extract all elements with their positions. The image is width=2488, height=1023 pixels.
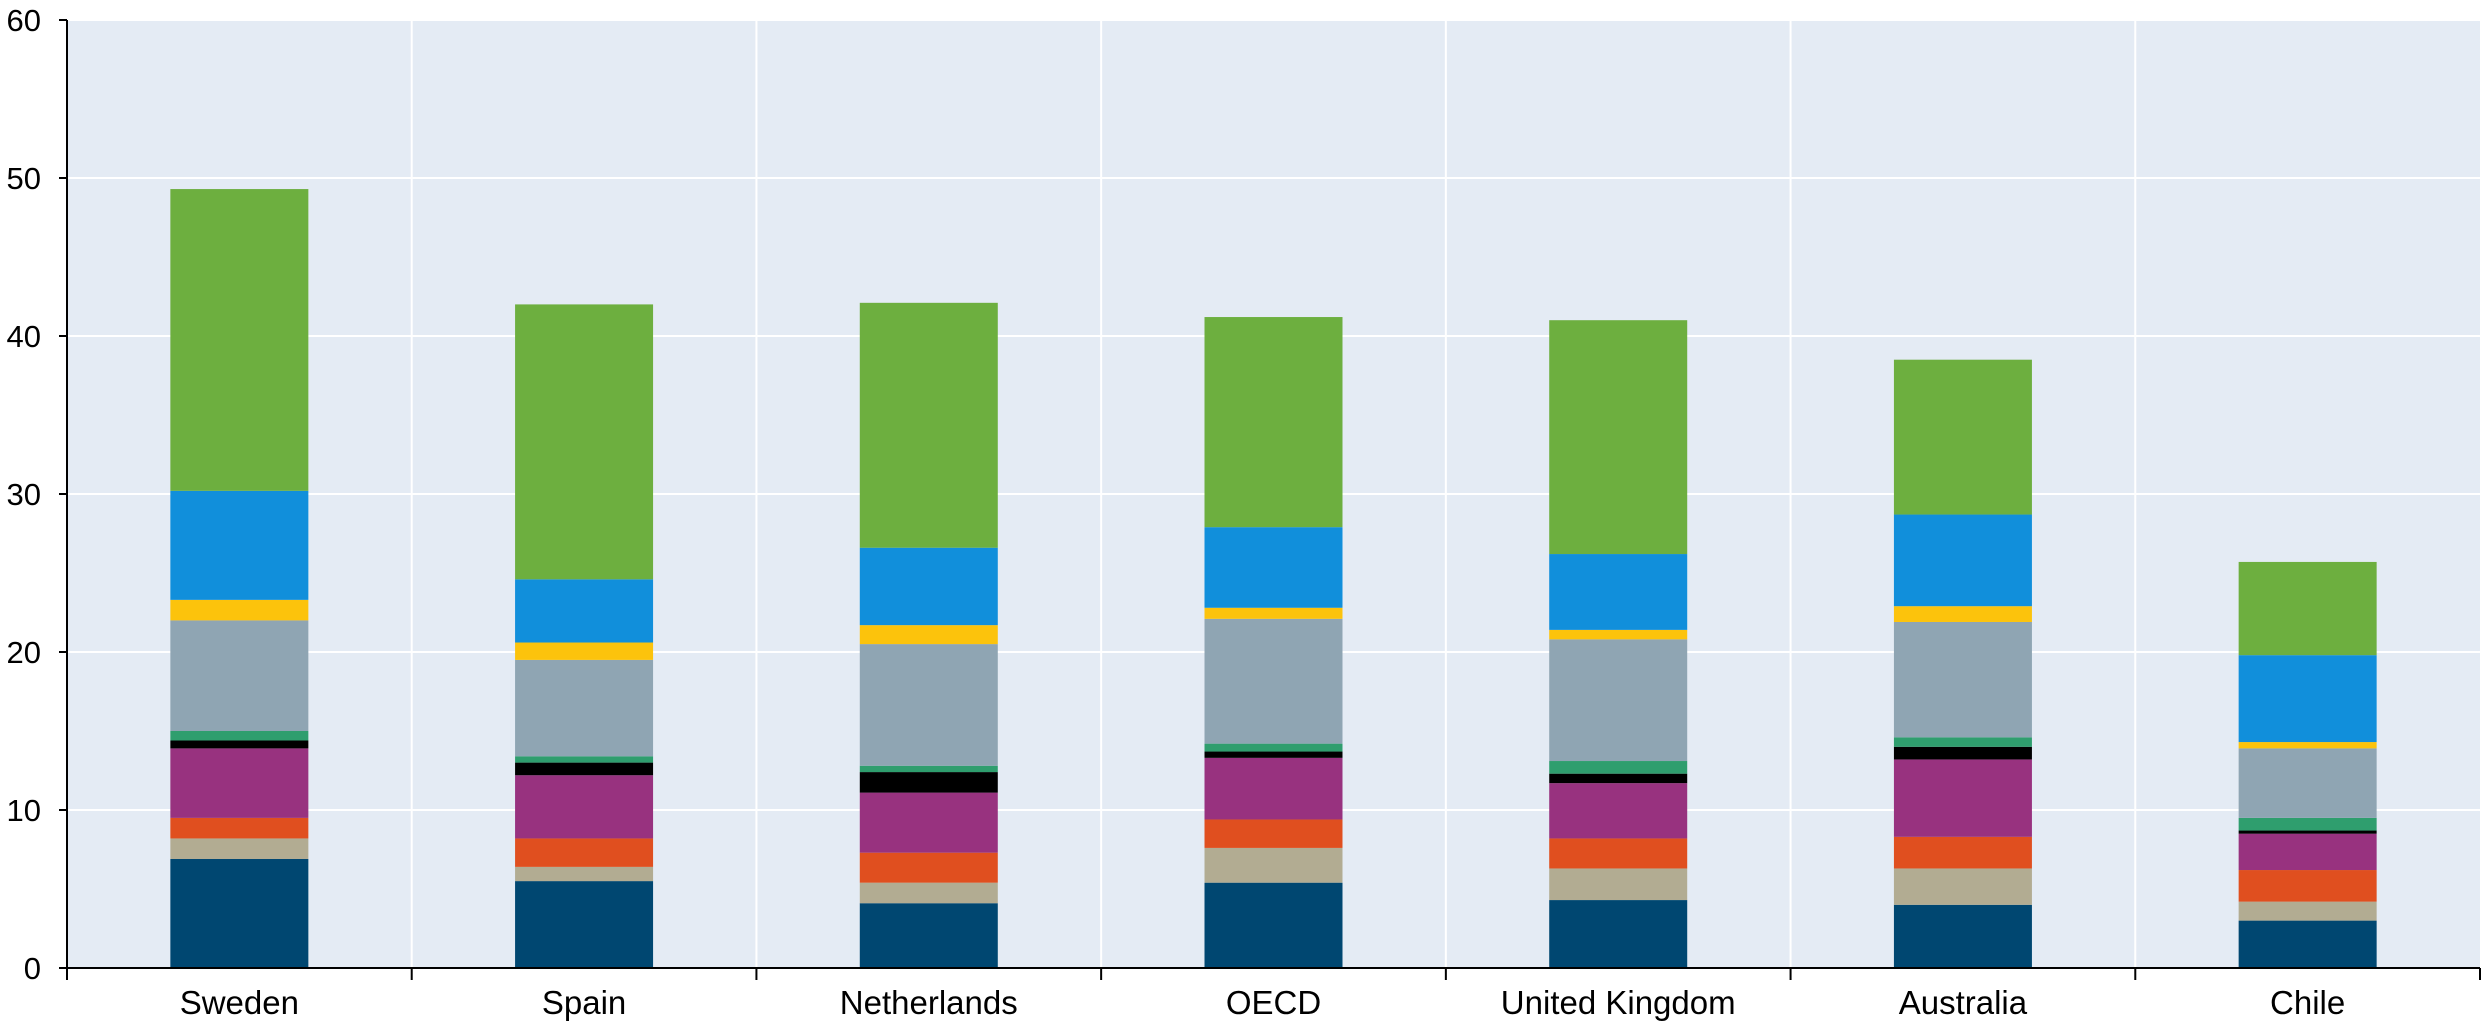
y-tick-label: 10: [7, 793, 41, 828]
bar-segment: [1893, 746, 2032, 760]
bar-segment: [2238, 833, 2377, 871]
bar-segment: [515, 756, 654, 763]
x-category-label: Australia: [1899, 984, 2028, 1021]
bar-segment: [1549, 838, 1688, 869]
bar-segment: [1549, 783, 1688, 839]
bar-segment: [515, 304, 654, 580]
x-category-label: Netherlands: [840, 984, 1018, 1021]
bar-stack: [515, 304, 654, 968]
bar-segment: [1204, 743, 1343, 752]
bar-segment: [1204, 847, 1343, 883]
bar-segment: [515, 642, 654, 660]
bar-segment: [515, 866, 654, 882]
bar-segment: [1204, 882, 1343, 968]
bar-segment: [515, 659, 654, 757]
bar-segment: [1549, 773, 1688, 784]
bar-segment: [2238, 817, 2377, 831]
bar-segment: [170, 838, 309, 859]
bar-segment: [1893, 359, 2032, 515]
bar-segment: [1893, 737, 2032, 747]
bar-segment: [1549, 900, 1688, 968]
bar-segment: [2238, 830, 2377, 834]
bar-segment: [170, 620, 309, 731]
bar-segment: [170, 817, 309, 839]
bar-segment: [2238, 561, 2377, 656]
x-category-label: Sweden: [180, 984, 299, 1021]
bar-segment: [1893, 904, 2032, 968]
bar-segment: [2238, 901, 2377, 921]
bar-segment: [170, 189, 309, 491]
y-tick-label: 30: [7, 477, 41, 512]
bar-segment: [1549, 629, 1688, 640]
bar-segment: [515, 775, 654, 839]
bar-segment: [170, 731, 309, 741]
y-tick-label: 50: [7, 161, 41, 196]
bar-segment: [515, 579, 654, 643]
bar-segment: [515, 762, 654, 776]
bar-segment: [170, 748, 309, 818]
bar-segment: [1549, 320, 1688, 555]
x-category-label: United Kingdom: [1501, 984, 1736, 1021]
bar-segment: [859, 625, 998, 645]
bar-segment: [1204, 757, 1343, 820]
bar-segment: [515, 838, 654, 867]
bar-segment: [859, 765, 998, 773]
bar-segment: [1893, 868, 2032, 905]
y-tick-label: 60: [7, 3, 41, 38]
bar-segment: [859, 882, 998, 904]
bar-segment: [859, 644, 998, 766]
bar-segment: [2238, 920, 2377, 968]
bar-segment: [1893, 606, 2032, 622]
bar-segment: [1204, 618, 1343, 744]
y-tick-label: 40: [7, 319, 41, 354]
bar-segment: [1549, 761, 1688, 774]
bar-segment: [859, 792, 998, 853]
bar-segment: [170, 490, 309, 600]
bar-segment: [859, 772, 998, 793]
bar-segment: [1549, 868, 1688, 901]
bar-segment: [1893, 836, 2032, 869]
bar-segment: [1204, 527, 1343, 608]
x-category-label: Spain: [542, 984, 626, 1021]
bar-stack: [1549, 320, 1688, 968]
bar-segment: [859, 302, 998, 548]
bar-stacks: [170, 189, 2377, 968]
y-tick-label: 20: [7, 635, 41, 670]
bar-stack: [170, 189, 309, 968]
bar-segment: [2238, 870, 2377, 902]
x-category-label: OECD: [1226, 984, 1321, 1021]
bar-segment: [859, 852, 998, 883]
bar-segment: [170, 740, 309, 749]
bar-segment: [170, 858, 309, 968]
bar-segment: [1549, 639, 1688, 762]
bar-segment: [1204, 819, 1343, 848]
bar-segment: [2238, 742, 2377, 749]
bar-segment: [2238, 655, 2377, 743]
bar-segment: [515, 881, 654, 968]
x-category-label: Chile: [2270, 984, 2345, 1021]
bar-segment: [859, 547, 998, 626]
x-axis-ticks: Sweden Spain Netherlands OECD United Kingdom…: [66, 968, 2481, 1021]
bar-segment: [2238, 748, 2377, 818]
bar-stack: [859, 302, 998, 968]
bar-segment: [1204, 317, 1343, 528]
bar-segment: [170, 599, 309, 621]
bar-segment: [1204, 607, 1343, 619]
bar-segment: [859, 903, 998, 968]
bar-segment: [1893, 759, 2032, 837]
y-axis-ticks: 0 10 20 30 40 50 60: [7, 3, 67, 986]
bar-stack: [2238, 561, 2377, 968]
bar-segment: [1204, 751, 1343, 758]
y-tick-label: 0: [24, 951, 41, 986]
bar-segment: [1893, 514, 2032, 607]
bar-stack: [1893, 359, 2032, 968]
bar-stack: [1204, 317, 1343, 968]
bar-segment: [1893, 621, 2032, 738]
bar-segment: [1549, 554, 1688, 630]
